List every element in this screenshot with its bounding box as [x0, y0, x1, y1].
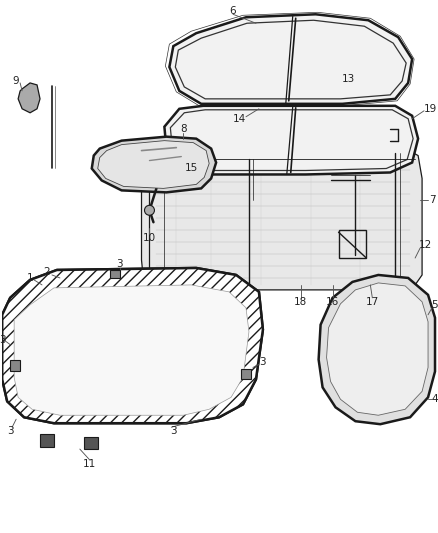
Text: 3: 3	[7, 426, 14, 436]
Text: 1: 1	[27, 273, 33, 283]
Polygon shape	[141, 146, 422, 290]
Circle shape	[145, 205, 155, 215]
Text: 3: 3	[170, 426, 177, 436]
Text: 6: 6	[230, 6, 237, 17]
Text: 16: 16	[326, 297, 339, 307]
Text: 9: 9	[13, 76, 19, 86]
Polygon shape	[2, 268, 263, 423]
Polygon shape	[98, 141, 209, 188]
Text: 4: 4	[431, 394, 438, 405]
Text: 3: 3	[260, 357, 266, 367]
Polygon shape	[10, 360, 20, 372]
Polygon shape	[40, 434, 54, 447]
Polygon shape	[84, 437, 98, 449]
Text: 3: 3	[117, 259, 123, 269]
Text: 14: 14	[233, 114, 246, 124]
Polygon shape	[164, 106, 418, 174]
Text: 18: 18	[294, 297, 307, 307]
Polygon shape	[2, 268, 263, 423]
Text: 17: 17	[366, 297, 379, 307]
Polygon shape	[170, 14, 412, 104]
Text: 10: 10	[143, 233, 156, 243]
Text: 12: 12	[418, 240, 432, 250]
Text: 3: 3	[0, 335, 6, 345]
Polygon shape	[18, 83, 40, 113]
Text: 15: 15	[185, 164, 198, 174]
Polygon shape	[92, 136, 216, 192]
Text: 7: 7	[429, 195, 435, 205]
Polygon shape	[327, 283, 428, 415]
Polygon shape	[318, 275, 435, 424]
Text: 5: 5	[431, 300, 438, 310]
Text: 11: 11	[83, 459, 96, 469]
Polygon shape	[110, 270, 120, 278]
Polygon shape	[14, 285, 249, 415]
Text: 8: 8	[180, 124, 187, 134]
Text: 19: 19	[424, 104, 437, 114]
Polygon shape	[241, 369, 251, 379]
Text: 13: 13	[342, 74, 355, 84]
Text: 2: 2	[44, 267, 50, 277]
